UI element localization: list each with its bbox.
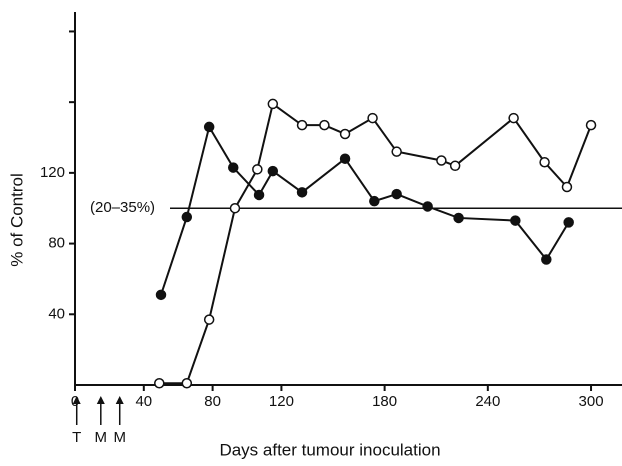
data-point (563, 217, 574, 228)
y-axis-label: % of Control (7, 173, 26, 267)
data-point (203, 121, 215, 133)
data-point (422, 201, 433, 212)
arrow-label: T (72, 429, 81, 446)
x-tick-label: 180 (372, 393, 397, 410)
x-tick-label: 40 (135, 393, 152, 410)
data-point (203, 314, 215, 325)
y-tick-label: 40 (48, 305, 65, 322)
data-point (339, 153, 351, 164)
data-point (154, 377, 165, 389)
data-point (369, 195, 380, 207)
data-point (267, 98, 279, 110)
data-point (391, 146, 402, 157)
data-point (541, 254, 552, 265)
data-point (561, 181, 573, 193)
x-tick-label: 300 (579, 393, 604, 410)
data-point (229, 202, 241, 214)
data-point (510, 215, 521, 226)
data-point (436, 155, 447, 166)
arrow-head (115, 396, 124, 404)
x-axis-label: Days after tumour inoculation (219, 440, 440, 459)
data-point (539, 157, 550, 168)
data-point (228, 162, 239, 173)
data-point (367, 112, 378, 124)
data-point (296, 187, 308, 198)
data-point (181, 377, 193, 389)
arrow-head (96, 396, 105, 404)
arrow-label: M (95, 429, 108, 446)
data-point (339, 128, 351, 140)
data-point (296, 119, 308, 131)
arrow-head (72, 396, 81, 404)
x-tick-label: 240 (475, 393, 500, 410)
data-point (319, 119, 330, 131)
data-point (252, 164, 263, 175)
data-point (155, 289, 167, 301)
data-point (508, 112, 519, 124)
data-point (449, 160, 461, 172)
x-tick-label: 120 (269, 393, 294, 410)
data-point (181, 211, 193, 223)
data-point (253, 189, 265, 201)
y-tick-label: 80 (48, 235, 65, 252)
series-line (160, 124, 570, 296)
data-point (453, 212, 464, 224)
data-point (267, 165, 279, 177)
x-tick-label: 80 (204, 393, 221, 410)
y-tick-label: 120 (40, 164, 65, 181)
data-point (391, 188, 402, 200)
series-line (159, 102, 592, 385)
arrow-label: M (113, 429, 126, 446)
reference-label: (20–35%) (90, 199, 155, 216)
data-point (585, 119, 597, 131)
